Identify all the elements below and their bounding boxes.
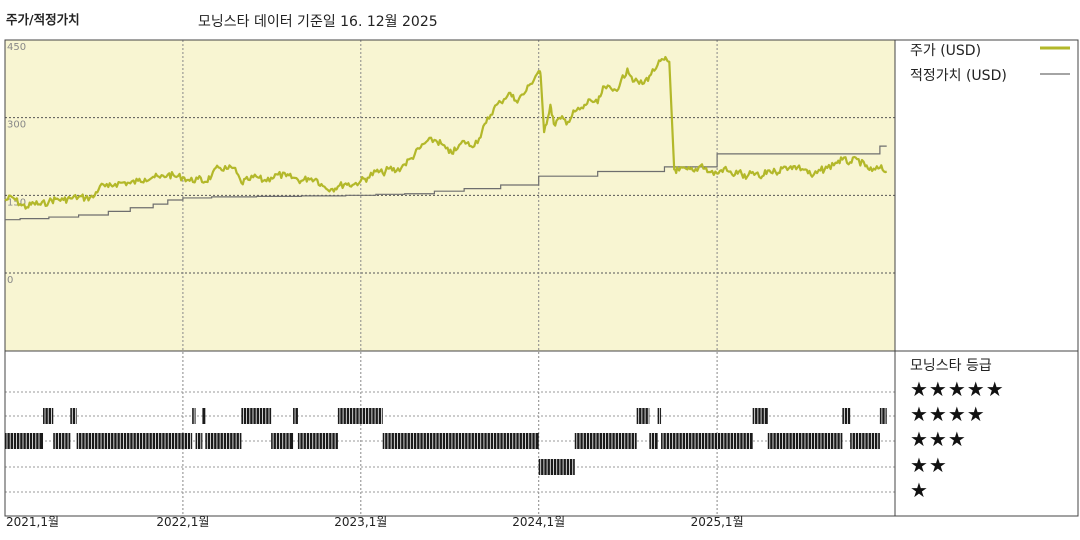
rating-level-1-stars: ★ (910, 478, 929, 502)
rating-segment (195, 433, 203, 449)
y-tick-label: 300 (7, 120, 26, 131)
rating-segment (76, 433, 193, 449)
rating-bar (879, 408, 887, 424)
rating-bar (661, 433, 753, 449)
rating-level-4-stars: ★★★★ (910, 402, 986, 426)
rating-bar (337, 408, 383, 424)
fair-value-line (5, 145, 887, 221)
price-line (4, 55, 888, 210)
legend-price-label: 주가 (USD) (910, 43, 982, 59)
rating-bar (202, 408, 206, 424)
rating-bar (382, 433, 539, 449)
y-tick-label: 0 (7, 275, 13, 286)
rating-segment (202, 408, 206, 424)
rating-segment (192, 408, 196, 424)
rating-bar (70, 408, 77, 424)
rating-segment (636, 408, 650, 424)
rating-segment (241, 408, 272, 424)
rating-segment (293, 408, 298, 424)
rating-segment (767, 433, 843, 449)
chart-subtitle: 모닝스타 데이터 기준일 16. 12월 2025 (198, 14, 438, 30)
rating-segment (271, 433, 294, 449)
rating-segment (574, 433, 637, 449)
rating-segment (649, 433, 658, 449)
rating-segment (297, 433, 338, 449)
chart-frame (4, 39, 1079, 517)
rating-bar (76, 433, 193, 449)
x-tick-label: 2023,1월 (334, 515, 387, 529)
rating-bar (842, 408, 851, 424)
rating-segment (53, 433, 71, 449)
rating-bar (271, 433, 294, 449)
rating-segment (43, 408, 54, 424)
rating-segment (205, 433, 242, 449)
x-tick-label: 2025,1월 (691, 515, 744, 529)
x-tick-label: 2022,1월 (156, 515, 209, 529)
rating-bar (293, 408, 298, 424)
chart-title: 주가/적정가치 (6, 12, 80, 27)
rating-segment (337, 408, 383, 424)
rating-level-3-stars: ★★★ (910, 427, 967, 451)
rating-segment (5, 433, 44, 449)
y-tick-label: 450 (7, 42, 26, 53)
rating-panel-title: 모닝스타 등급 (910, 358, 992, 374)
x-tick-label: 2021,1월 (6, 515, 59, 529)
rating-level-5-stars: ★★★★★ (910, 377, 1005, 401)
rating-bar (297, 433, 338, 449)
rating-segment (842, 408, 851, 424)
y-tick-label: 150 (7, 197, 26, 208)
rating-segment (752, 408, 768, 424)
rating-bar (5, 433, 44, 449)
rating-segment (657, 408, 662, 424)
rating-segment (538, 459, 575, 475)
x-tick-label: 2024,1월 (512, 515, 565, 529)
rating-level-2-stars: ★★ (910, 453, 948, 477)
rating-segment (382, 433, 539, 449)
rating-bar (636, 408, 650, 424)
legend-fair-value-label: 적정가치 (USD) (910, 68, 1007, 84)
rating-segment (661, 433, 753, 449)
rating-segment (850, 433, 880, 449)
rating-bar (649, 433, 658, 449)
rating-bar (195, 433, 203, 449)
rating-segment (70, 408, 77, 424)
rating-segment (879, 408, 887, 424)
